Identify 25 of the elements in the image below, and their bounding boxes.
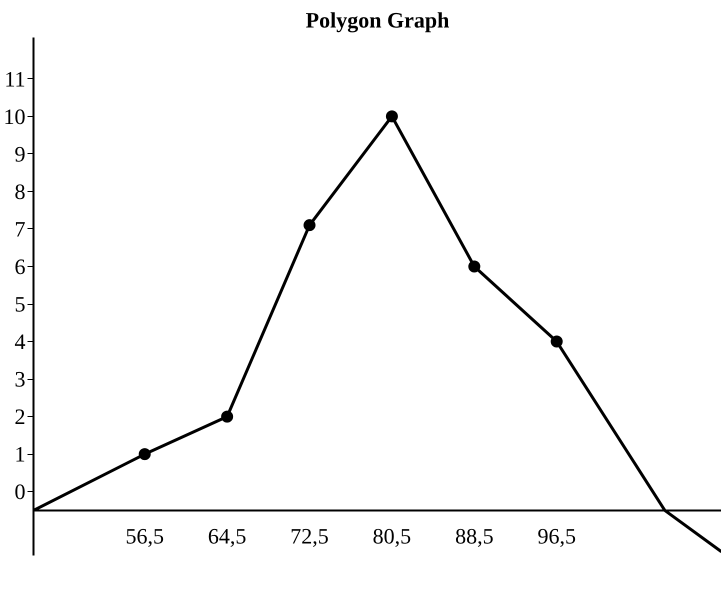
y-tick-label: 2	[14, 404, 26, 430]
x-tick-label: 64,5	[208, 523, 246, 548]
chart-title: Polygon Graph	[306, 8, 450, 32]
x-tick-label: 80,5	[372, 523, 412, 548]
y-tick-label: 0	[14, 479, 26, 504]
y-tick-label: 7	[14, 216, 26, 242]
y-tick-label: 3	[14, 366, 26, 392]
y-tick-label: 4	[14, 329, 26, 354]
x-tick-label: 56,5	[125, 523, 164, 548]
point	[304, 219, 316, 232]
point	[550, 336, 563, 348]
y-tick-label: 10	[4, 104, 26, 129]
point	[138, 448, 151, 460]
y-tick-label: 11	[4, 66, 26, 92]
point	[468, 260, 480, 272]
point	[386, 110, 398, 122]
point	[221, 410, 234, 423]
y-tick-label: 5	[14, 292, 26, 317]
x-tick-label: 72,5	[290, 523, 329, 548]
y-tick-label: 8	[14, 178, 26, 204]
y-tick-label: 1	[14, 442, 26, 467]
x-tick-label: 88,5	[455, 523, 494, 548]
y-tick-label: 9	[14, 141, 26, 166]
x-tick-label: 96,5	[537, 523, 576, 548]
y-tick-label: 6	[14, 254, 26, 279]
